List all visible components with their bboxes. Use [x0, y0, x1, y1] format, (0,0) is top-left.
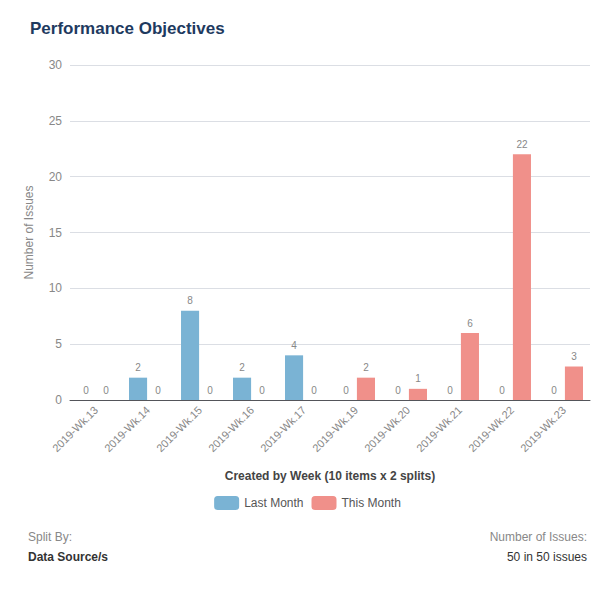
svg-text:2019-Wk.22: 2019-Wk.22 — [466, 404, 516, 454]
svg-text:5: 5 — [55, 337, 62, 351]
svg-text:8: 8 — [187, 295, 193, 306]
svg-text:3: 3 — [571, 351, 577, 362]
svg-text:2019-Wk.14: 2019-Wk.14 — [102, 404, 152, 454]
svg-text:2019-Wk.20: 2019-Wk.20 — [362, 404, 412, 454]
svg-text:Performance Objectives: Performance Objectives — [30, 19, 225, 38]
svg-text:2: 2 — [363, 362, 369, 373]
svg-text:1: 1 — [415, 373, 421, 384]
svg-text:30: 30 — [49, 58, 63, 72]
svg-text:2: 2 — [135, 362, 141, 373]
svg-text:15: 15 — [49, 226, 63, 240]
svg-text:Data Source/s: Data Source/s — [28, 550, 108, 564]
svg-text:22: 22 — [516, 139, 528, 150]
svg-text:2019-Wk.16: 2019-Wk.16 — [206, 404, 256, 454]
svg-text:This Month: This Month — [342, 496, 401, 510]
svg-text:Split By:: Split By: — [28, 530, 72, 544]
svg-text:20: 20 — [49, 170, 63, 184]
svg-text:0: 0 — [207, 385, 213, 396]
svg-text:0: 0 — [499, 385, 505, 396]
svg-text:0: 0 — [155, 385, 161, 396]
svg-text:2: 2 — [239, 362, 245, 373]
svg-text:Number of Issues:: Number of Issues: — [490, 530, 587, 544]
svg-text:Number of Issues: Number of Issues — [22, 185, 36, 279]
svg-text:Last Month: Last Month — [244, 496, 303, 510]
svg-text:2019-Wk.15: 2019-Wk.15 — [154, 404, 204, 454]
svg-text:4: 4 — [291, 340, 297, 351]
svg-text:0: 0 — [55, 393, 62, 407]
svg-text:0: 0 — [311, 385, 317, 396]
svg-text:Created by Week (10 items x 2: Created by Week (10 items x 2 splits) — [225, 469, 436, 483]
svg-text:0: 0 — [343, 385, 349, 396]
svg-text:0: 0 — [259, 385, 265, 396]
svg-text:6: 6 — [467, 318, 473, 329]
svg-text:25: 25 — [49, 114, 63, 128]
svg-text:0: 0 — [551, 385, 557, 396]
svg-text:2019-Wk.13: 2019-Wk.13 — [50, 404, 100, 454]
svg-text:10: 10 — [49, 281, 63, 295]
svg-text:2019-Wk.23: 2019-Wk.23 — [518, 404, 568, 454]
svg-text:0: 0 — [103, 385, 109, 396]
svg-text:2019-Wk.19: 2019-Wk.19 — [310, 404, 360, 454]
svg-text:0: 0 — [447, 385, 453, 396]
svg-text:2019-Wk.21: 2019-Wk.21 — [414, 404, 464, 454]
svg-text:50 in 50 issues: 50 in 50 issues — [507, 550, 587, 564]
svg-text:0: 0 — [83, 385, 89, 396]
svg-text:0: 0 — [395, 385, 401, 396]
svg-text:2019-Wk.17: 2019-Wk.17 — [258, 404, 308, 454]
